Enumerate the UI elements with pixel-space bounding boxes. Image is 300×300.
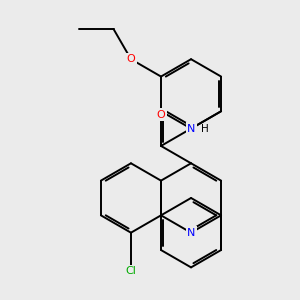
Text: N: N <box>187 228 195 238</box>
Text: O: O <box>157 110 165 120</box>
Text: N: N <box>187 124 195 134</box>
Text: H: H <box>201 124 208 134</box>
Text: O: O <box>127 54 135 64</box>
Text: Cl: Cl <box>125 266 136 276</box>
